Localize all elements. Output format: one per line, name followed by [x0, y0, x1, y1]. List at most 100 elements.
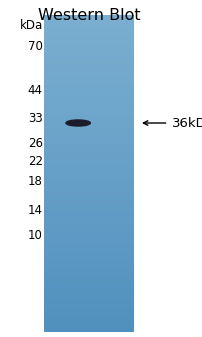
Bar [43, 305, 133, 307]
Bar [43, 289, 133, 291]
Bar [43, 245, 133, 246]
Text: 36kDa: 36kDa [171, 117, 202, 129]
Bar [43, 113, 133, 115]
Bar [43, 145, 133, 147]
Bar [43, 55, 133, 56]
Bar [43, 102, 133, 104]
Bar [43, 112, 133, 113]
Bar [43, 239, 133, 240]
Bar [43, 110, 133, 112]
Bar [43, 174, 133, 175]
Bar [43, 180, 133, 181]
Bar [43, 151, 133, 153]
Bar [43, 93, 133, 94]
Bar [43, 257, 133, 259]
Bar [43, 118, 133, 120]
Bar [43, 139, 133, 140]
Bar [43, 205, 133, 207]
Bar [43, 178, 133, 180]
Bar [43, 313, 133, 314]
Bar [43, 324, 133, 326]
Bar [43, 36, 133, 37]
Bar [43, 128, 133, 129]
Bar [43, 115, 133, 117]
Bar [43, 242, 133, 243]
Bar [43, 104, 133, 105]
Bar [43, 291, 133, 293]
Bar [43, 124, 133, 126]
Bar [43, 297, 133, 299]
Text: kDa: kDa [19, 19, 42, 32]
Bar [43, 227, 133, 229]
Bar [43, 248, 133, 250]
Bar [43, 20, 133, 22]
Bar [43, 329, 133, 330]
Text: 26: 26 [27, 137, 42, 150]
Bar [43, 172, 133, 174]
Bar [43, 287, 133, 289]
Bar [43, 18, 133, 20]
Bar [43, 253, 133, 254]
Bar [43, 142, 133, 144]
Bar [43, 270, 133, 272]
Bar [43, 45, 133, 47]
Bar [43, 314, 133, 316]
Bar [43, 33, 133, 34]
Bar [43, 181, 133, 183]
Bar [43, 60, 133, 61]
Bar [43, 44, 133, 45]
Bar [43, 219, 133, 221]
Bar [43, 64, 133, 66]
Bar [43, 175, 133, 177]
Bar [43, 318, 133, 319]
Bar [43, 256, 133, 257]
Bar [43, 26, 133, 28]
Bar [43, 129, 133, 131]
Bar [43, 117, 133, 118]
Bar [43, 131, 133, 132]
Bar [43, 240, 133, 242]
Bar [43, 88, 133, 90]
Bar [43, 77, 133, 79]
Bar [43, 15, 133, 17]
Bar [43, 283, 133, 284]
Bar [43, 323, 133, 324]
Bar [43, 63, 133, 64]
Bar [43, 177, 133, 178]
Bar [43, 155, 133, 156]
Bar [43, 17, 133, 18]
Bar [43, 250, 133, 251]
Bar [43, 171, 133, 172]
Bar [43, 148, 133, 150]
Text: 10: 10 [28, 229, 42, 242]
Bar [43, 39, 133, 40]
Bar [43, 276, 133, 278]
Bar [43, 262, 133, 264]
Text: Western Blot: Western Blot [38, 8, 140, 24]
Bar [43, 83, 133, 85]
Bar [43, 97, 133, 99]
Bar [43, 251, 133, 253]
Bar [43, 229, 133, 231]
Bar [43, 208, 133, 210]
Bar [43, 191, 133, 192]
Bar [43, 302, 133, 303]
Bar [43, 120, 133, 121]
Bar [43, 99, 133, 101]
Bar [43, 281, 133, 283]
Bar [43, 232, 133, 234]
Bar [43, 224, 133, 226]
Bar [43, 308, 133, 310]
Bar [43, 210, 133, 212]
Bar [43, 169, 133, 171]
Bar [43, 237, 133, 239]
Bar [43, 70, 133, 72]
Bar [43, 69, 133, 70]
Bar [43, 272, 133, 273]
Bar [43, 72, 133, 74]
Bar [43, 164, 133, 166]
Bar [43, 159, 133, 161]
Bar [43, 162, 133, 164]
Bar [43, 235, 133, 237]
Bar [43, 161, 133, 162]
